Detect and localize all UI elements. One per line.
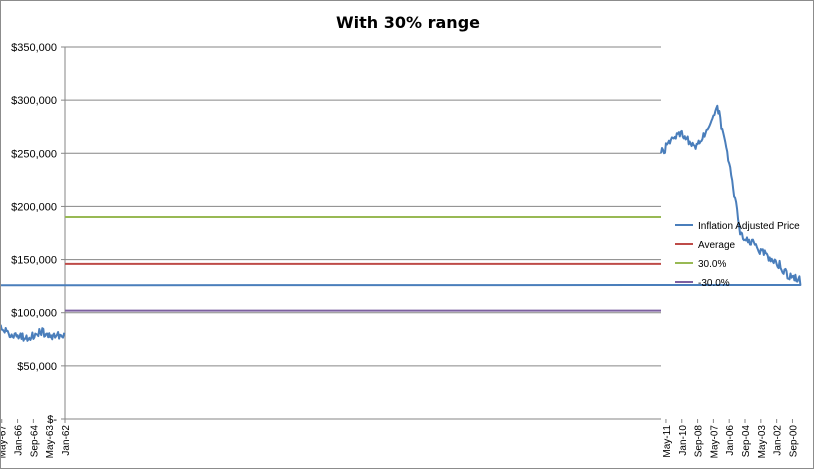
- x-tick-label: May-07: [709, 425, 720, 459]
- y-tick-label: $300,000: [11, 95, 57, 107]
- legend-label: Inflation Adjusted Price: [698, 221, 800, 232]
- x-tick-label: Sep-00: [788, 425, 799, 458]
- x-tick-label: May-11: [662, 425, 673, 458]
- y-tick-label: $250,000: [11, 148, 57, 160]
- legend-label: -30.0%: [698, 278, 730, 289]
- x-tick-label: Jan-02: [773, 425, 784, 456]
- x-tick-label: Jan-10: [678, 425, 689, 456]
- legend-label: 30.0%: [698, 259, 726, 270]
- x-tick-label: Jan-66: [14, 425, 25, 456]
- series-line-inflation-adjusted-price: [1, 104, 802, 342]
- x-tick-label: May-67: [1, 425, 9, 459]
- x-tick-label: Jan-06: [725, 425, 736, 456]
- x-tick-label: May-03: [757, 425, 768, 459]
- x-tick-label: May-63: [45, 425, 56, 459]
- y-tick-label: $200,000: [11, 201, 57, 213]
- x-tick-label: Sep-64: [29, 425, 40, 458]
- y-tick-label: $100,000: [11, 308, 57, 320]
- legend-label: Average: [698, 240, 736, 251]
- y-tick-label: $-: [47, 414, 57, 426]
- x-tick-label: Sep-08: [694, 425, 705, 458]
- y-tick-label: $350,000: [11, 42, 57, 54]
- x-tick-label: Sep-04: [741, 425, 752, 458]
- chart-title: With 30% range: [336, 13, 480, 32]
- y-tick-label: $50,000: [17, 361, 57, 373]
- y-tick-label: $150,000: [11, 255, 57, 267]
- x-tick-label: Jan-62: [61, 425, 72, 456]
